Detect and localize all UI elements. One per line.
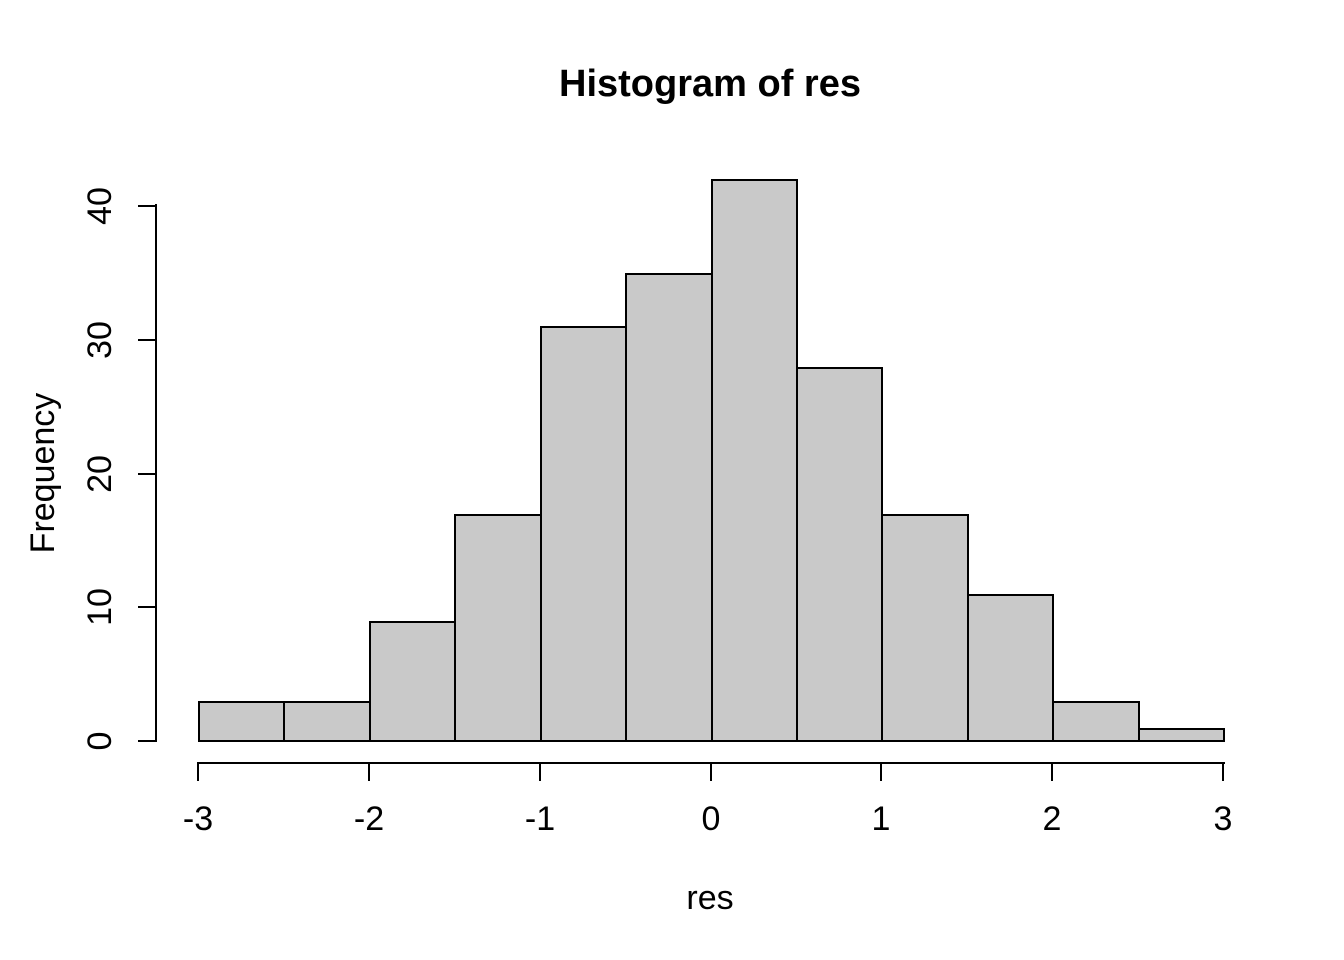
- histogram-bar: [1138, 728, 1225, 742]
- histogram-bar: [198, 701, 285, 742]
- histogram-bar: [967, 594, 1054, 742]
- x-tick-label: 2: [1042, 800, 1062, 838]
- y-tick-label: 0: [81, 731, 119, 751]
- y-tick: [138, 205, 157, 207]
- histogram-bar: [796, 367, 883, 742]
- histogram-bar: [711, 179, 798, 742]
- x-tick: [880, 762, 882, 781]
- y-tick: [138, 606, 157, 608]
- x-tick: [1051, 762, 1053, 781]
- y-tick-label: 10: [81, 588, 119, 626]
- histogram-bar: [881, 514, 969, 742]
- y-tick: [138, 339, 157, 341]
- y-tick: [138, 473, 157, 475]
- histogram-bar: [454, 514, 542, 742]
- histogram-bar: [540, 326, 627, 742]
- x-tick-label: 1: [871, 800, 891, 838]
- x-tick-label: 0: [701, 800, 721, 838]
- x-tick: [539, 762, 541, 781]
- x-tick: [368, 762, 370, 781]
- chart-title: Histogram of res: [559, 63, 861, 105]
- y-axis-label: Frequency: [24, 392, 62, 554]
- x-tick-label: -1: [524, 800, 556, 838]
- y-tick: [138, 740, 157, 742]
- x-tick-label: -3: [182, 800, 214, 838]
- x-tick: [197, 762, 199, 781]
- x-axis-label: res: [686, 879, 734, 917]
- x-tick: [1222, 762, 1224, 781]
- x-tick-label: 3: [1213, 800, 1233, 838]
- y-tick-label: 20: [81, 455, 119, 493]
- histogram-bar: [1052, 701, 1140, 742]
- histogram-bar: [369, 621, 456, 742]
- x-tick-label: -2: [353, 800, 385, 838]
- histogram-bar: [625, 273, 713, 742]
- histogram-bar: [283, 701, 371, 742]
- y-tick-label: 40: [81, 187, 119, 225]
- y-tick-label: 30: [81, 321, 119, 359]
- x-tick: [710, 762, 712, 781]
